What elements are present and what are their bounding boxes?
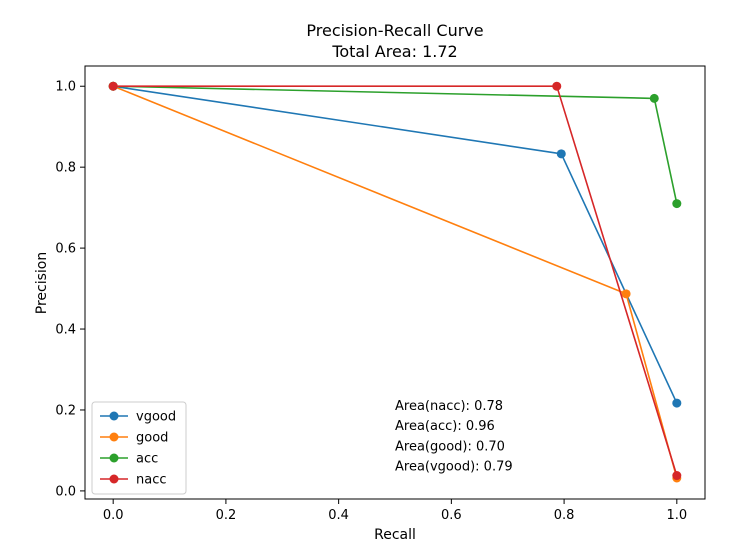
y-tick-label: 0.4: [55, 323, 76, 338]
y-tick-label: 0.0: [55, 484, 76, 499]
data-point-nacc: [108, 81, 118, 91]
chart-title: Precision-Recall Curve: [306, 21, 483, 40]
x-axis-label: Recall: [374, 527, 416, 543]
legend-swatch-marker: [109, 432, 119, 442]
x-tick-label: 0.0: [103, 508, 124, 523]
x-tick-label: 0.8: [554, 508, 575, 523]
data-point-vgood: [672, 398, 682, 408]
data-point-nacc: [672, 471, 682, 481]
area-annotation: Area(good): 0.70: [395, 439, 505, 454]
legend: vgood good acc nacc: [91, 401, 187, 495]
legend-swatch-marker: [109, 474, 119, 484]
legend-label-good: good: [136, 431, 168, 446]
y-tick-label: 1.0: [55, 80, 76, 95]
legend-box: [91, 401, 187, 495]
data-point-vgood: [556, 149, 566, 159]
x-axis-ticks: 0.0 0.2 0.4 0.6 0.8 1.0: [103, 499, 687, 523]
area-annotation: Area(nacc): 0.78: [395, 399, 503, 414]
legend-label-vgood: vgood: [136, 410, 176, 425]
legend-swatch-marker: [109, 453, 119, 463]
plot-frame: [84, 65, 706, 500]
x-tick-label: 0.2: [216, 508, 237, 523]
legend-label-nacc: nacc: [136, 473, 167, 488]
x-tick-label: 0.4: [328, 508, 349, 523]
annotation-layer: Area(nacc): 0.78 Area(acc): 0.96 Area(good…: [395, 399, 513, 475]
data-point-good: [621, 289, 631, 299]
legend-label-acc: acc: [136, 452, 158, 467]
x-tick-label: 0.6: [441, 508, 462, 523]
x-tick-label: 1.0: [666, 508, 687, 523]
data-point-nacc: [552, 81, 562, 91]
y-axis-ticks: 0.0 0.2 0.4 0.6 0.8 1.0: [55, 80, 85, 499]
area-annotation: Area(acc): 0.96: [395, 419, 495, 434]
y-tick-label: 0.8: [55, 161, 76, 176]
y-tick-label: 0.6: [55, 242, 76, 257]
legend-swatch-marker: [109, 411, 119, 421]
chart-subtitle: Total Area: 1.72: [331, 42, 457, 61]
data-point-acc: [649, 93, 659, 103]
series-layer: [108, 81, 682, 483]
y-tick-label: 0.2: [55, 403, 76, 418]
y-axis-label: Precision: [34, 252, 50, 314]
data-point-acc: [672, 199, 682, 209]
plot-area: [85, 66, 705, 499]
area-annotation: Area(vgood): 0.79: [395, 460, 513, 475]
